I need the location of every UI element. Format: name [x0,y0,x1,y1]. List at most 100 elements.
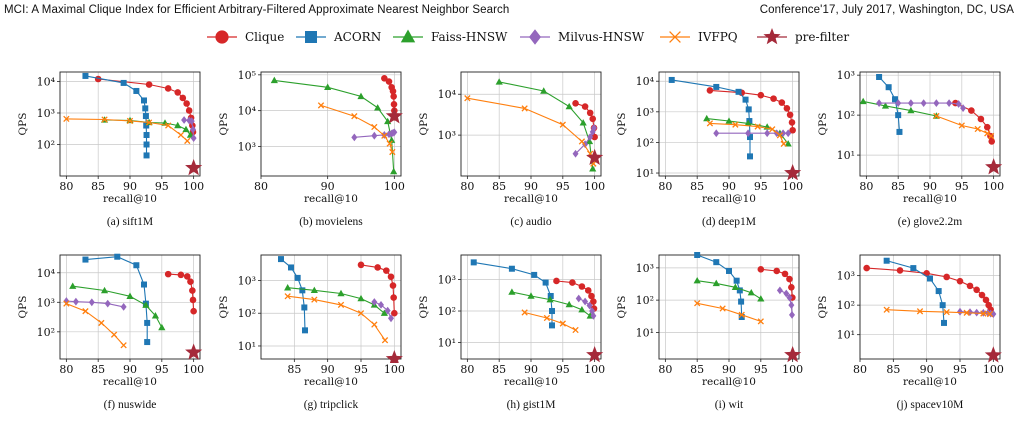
series-acorn-line [85,75,148,156]
y-tick-label: 10³ [238,274,256,287]
series-acorn-line [85,256,148,343]
series-acorn-point [876,73,883,80]
series-pre-filter [586,148,604,165]
series-acorn-point [120,79,127,86]
series-milvus-hnsw-point [384,306,391,315]
series-clique-point [189,287,196,294]
series-acorn-point [726,267,732,274]
series-clique-point [590,298,597,305]
series-ivfpq-line [886,309,991,315]
series-pre-filter [784,164,802,180]
panel-caption: (e) glove2.2m [898,216,963,228]
series-acorn [668,76,753,160]
series-acorn-point [301,304,308,311]
x-axis-label: recall@10 [304,376,358,388]
series-ivfpq-point [381,132,388,139]
series-acorn-point [885,84,892,91]
series-ivfpq-point [184,137,191,145]
series-clique-point [706,87,714,94]
series-group [63,253,203,360]
x-tick-label: 90 [123,363,137,376]
series-ivfpq-point [317,102,325,109]
series-group [270,75,403,175]
series-clique-point [783,105,791,112]
series-pre-filter-point [784,345,802,363]
legend-label: IVFPQ [698,30,738,44]
series-acorn-point [892,96,898,103]
series-milvus-hnsw-point [181,116,188,124]
y-tick-label: 10¹ [438,337,456,350]
series-ivfpq-point [126,117,134,125]
x-tick-label: 100 [584,180,605,193]
series-ivfpq-line [66,118,188,142]
x-tick-label: 100 [384,363,405,376]
series-milvus-hnsw-point [785,129,792,138]
series-acorn-point [896,128,903,135]
series-ivfpq-point [464,95,471,102]
series-faiss-hnsw-point [579,119,587,126]
y-tick-label: 10² [636,136,654,149]
x-tick-label: 100 [983,180,1004,193]
series-faiss-hnsw-point [374,104,382,111]
series-milvus-hnsw-point [88,298,95,307]
series-milvus-hnsw-point [783,289,790,298]
x-tick-label: 90 [321,363,335,376]
x-axis-label: recall@10 [103,193,157,205]
panel-a-sift1M: 80 85 90 95 100 10² 10³ 10⁴ recall@10 QPS (a) sift… [17,71,204,228]
series-milvus-hnsw-point [188,117,195,126]
series-clique-point [773,267,781,275]
series-acorn-point [294,274,301,281]
series-ivfpq-point [82,308,89,315]
series-acorn-point [114,253,121,260]
series-milvus-hnsw-point [104,299,111,308]
series-faiss-hnsw-point [907,106,915,114]
series-faiss-hnsw-point [578,305,586,313]
series-ivfpq [63,300,127,349]
series-ivfpq-point [165,122,172,129]
series-milvus-hnsw-point [388,314,394,323]
series-milvus-hnsw-point [985,309,991,317]
series-clique-point [578,283,586,290]
running-header-title: MCI: A Maximal Clique Index for Efficien… [4,4,510,16]
y-tick-label: 10³ [636,106,654,119]
series-clique-point [943,273,950,281]
x-tick-label: 80 [658,180,672,193]
plot-frame [859,254,1001,360]
y-axis-label: QPS [17,296,29,319]
series-ivfpq-point [732,121,739,128]
series-ivfpq-line [697,302,761,322]
series-clique [164,270,197,315]
x-tick-label: 90 [524,180,538,193]
series-clique-point [164,270,172,278]
series-clique-line [360,264,395,314]
legend-entry-acorn: ACORN [296,30,381,44]
series-ivfpq-point [963,309,970,316]
series-clique-point [374,264,381,271]
series-clique [572,100,598,141]
series-acorn-point [927,275,933,282]
y-axis-label: QPS [817,296,829,319]
x-tick-label: 100 [183,180,204,193]
series-ivfpq-point [572,326,579,334]
legend-marker [669,31,681,43]
series-milvus-hnsw-point [63,297,70,305]
y-tick-label: 10² [837,109,855,122]
y-tick-label: 10² [438,305,456,318]
series-faiss-hnsw-point [703,114,711,122]
series-clique [863,264,994,314]
series-ivfpq-point [386,140,393,147]
series-clique-point [383,267,390,274]
series-ivfpq-point [371,123,378,131]
series-acorn-point [143,122,150,129]
series-faiss-hnsw-point [126,292,134,299]
y-tick-label: 10³ [238,140,256,153]
series-clique-point [390,101,398,108]
series-faiss-hnsw-point [565,102,573,110]
series-clique-point [569,279,576,286]
y-tick-label: 10³ [37,107,55,120]
series-clique-point [174,89,182,96]
series-clique-point [553,277,560,285]
series-faiss-hnsw-point [270,76,278,84]
series-ivfpq-point [351,113,358,120]
